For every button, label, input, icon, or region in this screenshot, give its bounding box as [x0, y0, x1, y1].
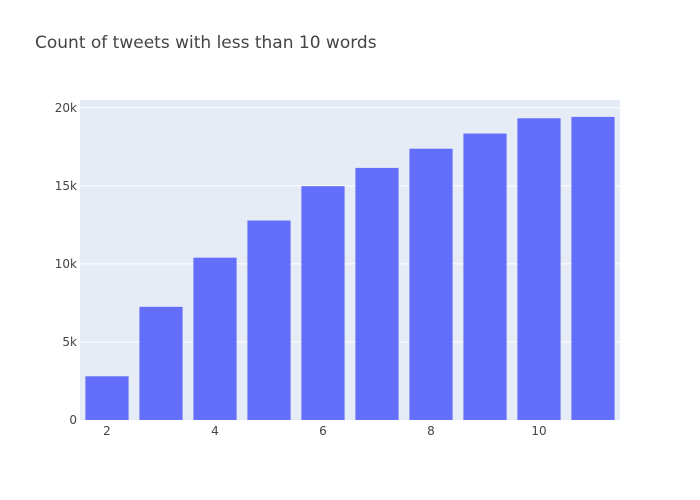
x-tick-label: 8: [427, 424, 435, 438]
bar[interactable]: [139, 306, 183, 420]
x-tick-label: 4: [211, 424, 219, 438]
bar[interactable]: [355, 167, 399, 420]
bar[interactable]: [517, 118, 561, 420]
y-tick-label: 0: [69, 413, 77, 427]
x-tick-label: 2: [103, 424, 111, 438]
y-tick-label: 10k: [55, 257, 77, 271]
y-tick-label: 20k: [55, 101, 77, 115]
bar[interactable]: [85, 376, 129, 420]
x-tick-label: 10: [531, 424, 546, 438]
bar[interactable]: [247, 220, 291, 420]
bar[interactable]: [301, 186, 345, 420]
bar[interactable]: [409, 148, 453, 420]
bar[interactable]: [571, 116, 615, 421]
bar[interactable]: [463, 133, 507, 420]
y-tick-label: 5k: [62, 335, 77, 349]
bar[interactable]: [193, 257, 237, 420]
y-tick-label: 15k: [55, 179, 77, 193]
chart-title: Count of tweets with less than 10 words: [35, 33, 377, 53]
x-tick-label: 6: [319, 424, 327, 438]
